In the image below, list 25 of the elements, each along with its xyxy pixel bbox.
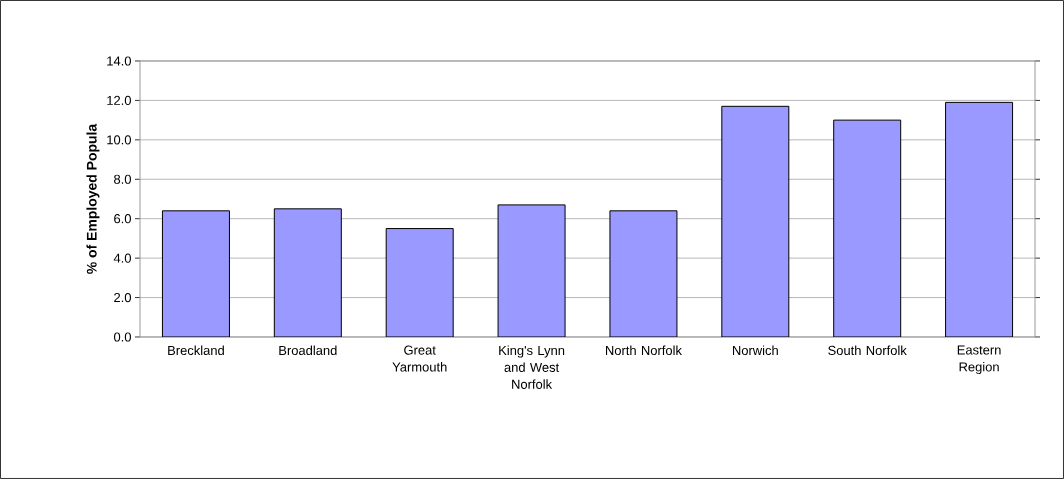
- x-tick-label: Norwich: [732, 345, 778, 356]
- bar: [161, 210, 230, 337]
- x-tick-label: Broadland: [279, 345, 337, 356]
- bar: [833, 119, 902, 337]
- y-axis-title: % of Employed Popula: [86, 123, 100, 274]
- x-tick-label: South Norfolk: [828, 345, 907, 356]
- x-tick-label: King's Lynn and West Norfolk: [499, 345, 565, 389]
- bar: [721, 105, 790, 337]
- x-tick-label: Eastern Region: [957, 345, 1001, 375]
- bar: [945, 101, 1014, 337]
- x-tick-label: North Norfolk: [606, 345, 682, 356]
- bar: [385, 228, 454, 337]
- y-tick-label: 10.0: [107, 135, 131, 145]
- bar: [609, 210, 678, 337]
- x-tick-label: Great Yarmouth: [392, 345, 447, 372]
- y-tick-label: 14.0: [107, 56, 131, 66]
- bar: [498, 204, 566, 337]
- y-tick-label: 6.0: [114, 214, 131, 224]
- y-tick-label: 12.0: [107, 95, 131, 105]
- y-tick-label: 2.0: [114, 292, 131, 303]
- y-tick-label: 8.0: [114, 174, 131, 184]
- y-tick-label: 0.0: [113, 332, 131, 342]
- y-tick-label: 4.0: [113, 253, 131, 263]
- bar: [273, 208, 342, 337]
- x-tick-label: Breckland: [168, 345, 224, 356]
